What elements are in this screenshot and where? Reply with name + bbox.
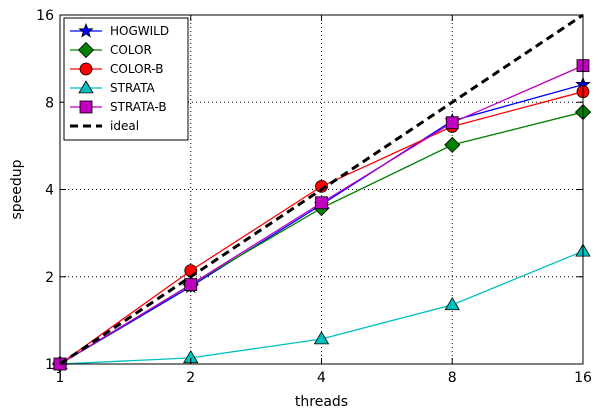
legend-label-color-b: COLOR-B	[110, 62, 164, 76]
legend-label-ideal: ideal	[110, 119, 139, 133]
series-ideal	[59, 13, 584, 366]
series-line-color	[59, 111, 584, 365]
x-tick-label: 4	[317, 370, 326, 386]
y-axis-label: speedup	[9, 159, 25, 219]
legend-marker-color-b	[79, 62, 93, 76]
y-tick-label: 4	[45, 183, 54, 199]
ticks: 1 2 4 8 16 1 2 4 8 16	[36, 8, 592, 386]
data-point-color	[444, 136, 461, 153]
data-point-strata	[313, 331, 330, 345]
x-axis-label: threads	[295, 394, 348, 410]
data-point-strata	[444, 297, 460, 311]
legend-marker-strata-b	[79, 100, 93, 114]
data-point-strata-b	[445, 116, 459, 130]
y-tick-label: 2	[45, 270, 54, 286]
data-point-strata-b	[184, 278, 198, 291]
y-tick-label: 16	[36, 8, 54, 24]
x-tick-label: 1	[56, 370, 65, 386]
data-point-strata-b	[315, 196, 328, 210]
series-strata	[52, 243, 591, 370]
legend-entry-color-b: COLOR-B	[70, 62, 164, 76]
data-point-color-b	[315, 179, 328, 193]
legend-marker-color	[77, 41, 95, 59]
y-tick-label: 1	[45, 357, 54, 373]
legend-entry-ideal: ideal	[70, 119, 139, 133]
legend-entry-strata-b: STRATA-B	[70, 100, 167, 114]
legend-marker-strata	[78, 80, 94, 94]
legend-entry-color: COLOR	[70, 41, 152, 59]
x-tick-label: 2	[186, 370, 195, 386]
legend-label-hogwild: HOGWILD	[110, 24, 169, 38]
legend-marker-hogwild	[78, 22, 94, 38]
legend-label-color: COLOR	[110, 43, 152, 57]
x-tick-label: 16	[574, 370, 592, 386]
legend-entry-strata: STRATA	[70, 80, 155, 95]
legend-box	[63, 17, 189, 141]
x-tick-label: 8	[448, 370, 457, 386]
y-tick-label: 8	[45, 95, 54, 111]
series-line-ideal	[59, 13, 584, 366]
legend-entry-hogwild: HOGWILD	[70, 22, 169, 38]
legend-label-strata: STRATA	[110, 81, 155, 95]
legend-label-strata-b: STRATA-B	[110, 100, 167, 114]
legend: HOGWILD COLOR COLOR-B STRATA STRATA-B ideal	[63, 17, 189, 141]
